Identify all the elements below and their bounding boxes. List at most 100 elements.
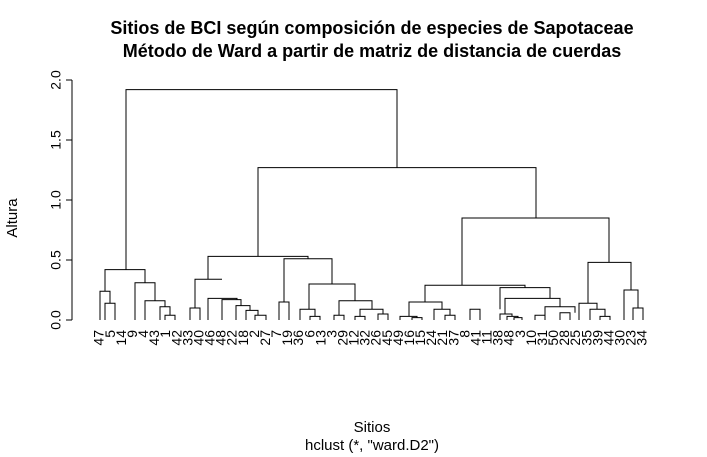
leaf-label: 16 bbox=[401, 330, 417, 346]
leaf-label: 5 bbox=[102, 330, 118, 338]
dendrogram-merge bbox=[433, 308, 451, 320]
dendrogram-merge bbox=[578, 302, 598, 320]
dendrogram-merge bbox=[333, 314, 345, 320]
leaf-label: 40 bbox=[190, 330, 206, 346]
dendrogram-tree bbox=[99, 89, 644, 320]
leaf-label: 19 bbox=[279, 330, 295, 346]
leaf-label: 48 bbox=[501, 330, 517, 346]
dendrogram-merge bbox=[632, 307, 644, 320]
leaf-label: 3 bbox=[323, 330, 339, 338]
leaf-label: 42 bbox=[168, 330, 184, 346]
y-tick-label: 0.0 bbox=[48, 310, 64, 330]
dendrogram-merge bbox=[104, 269, 146, 292]
dendrogram-merge bbox=[534, 314, 546, 320]
dendrogram-merge bbox=[254, 314, 267, 320]
leaf-label: 47 bbox=[91, 330, 107, 346]
y-tick-label: 0.5 bbox=[48, 250, 64, 270]
y-axis-label: Altura bbox=[4, 198, 21, 238]
dendrogram-merge bbox=[513, 317, 523, 320]
leaf-label: 39 bbox=[589, 330, 605, 346]
dendrogram-merge bbox=[377, 313, 389, 320]
dendrogram-merge bbox=[544, 306, 576, 316]
dendrogram-merge bbox=[623, 289, 639, 320]
leaf-label: 12 bbox=[346, 330, 362, 346]
dendrogram-merge bbox=[144, 300, 166, 320]
dendrogram-merge bbox=[221, 299, 242, 320]
leaf-label: 10 bbox=[523, 330, 539, 346]
leaf-label: 3 bbox=[512, 330, 528, 338]
dendrogram-merge bbox=[408, 301, 443, 317]
y-tick-label: 2.0 bbox=[48, 70, 64, 90]
leaf-label: 35 bbox=[578, 330, 594, 346]
leaf-label: 38 bbox=[490, 330, 506, 346]
dendrogram-merge bbox=[125, 89, 398, 270]
dendrogram-merge bbox=[599, 315, 611, 320]
dendrogram-merge bbox=[104, 302, 116, 320]
dendrogram-merge bbox=[134, 282, 156, 320]
leaf-label: 45 bbox=[379, 330, 395, 346]
leaf-label: 4 bbox=[135, 330, 151, 338]
leaf-label: 30 bbox=[612, 330, 628, 346]
leaf-label: 36 bbox=[290, 330, 306, 346]
leaf-label: 48 bbox=[213, 330, 229, 346]
y-tick-label: 1.5 bbox=[48, 130, 64, 150]
x-axis-label: Sitios bbox=[354, 419, 391, 436]
leaf-label: 33 bbox=[179, 330, 195, 346]
dendrogram-merge bbox=[235, 305, 251, 320]
dendrogram-merge bbox=[245, 309, 259, 320]
leaf-label: 25 bbox=[567, 330, 583, 346]
leaf-label: 37 bbox=[445, 330, 461, 346]
leaf-label: 43 bbox=[146, 330, 162, 346]
dendrogram-merge bbox=[257, 167, 537, 257]
leaf-label: 11 bbox=[479, 330, 495, 345]
leaf-labels: 4751494431423340464822182277193661332912… bbox=[91, 330, 650, 346]
y-axis: 0.0 0.5 1.0 1.5 2.0 bbox=[48, 70, 73, 330]
dendrogram-merge bbox=[283, 258, 333, 302]
dendrogram-merge bbox=[194, 278, 222, 308]
leaf-label: 50 bbox=[545, 330, 561, 346]
leaf-label: 34 bbox=[634, 330, 650, 346]
leaf-label: 13 bbox=[312, 330, 328, 346]
dendrogram-merge bbox=[309, 315, 321, 320]
leaf-label: 26 bbox=[368, 330, 384, 346]
dendrogram-merge bbox=[499, 287, 551, 310]
leaf-label: 2 bbox=[246, 330, 262, 338]
dendrogram-merge bbox=[506, 315, 519, 320]
method-sublabel: hclust (*, "ward.D2") bbox=[305, 437, 439, 454]
dendrogram-merge bbox=[207, 255, 309, 280]
leaf-label: 21 bbox=[434, 330, 450, 346]
dendrogram-merge bbox=[559, 312, 571, 320]
leaf-label: 22 bbox=[224, 330, 240, 346]
leaf-label: 8 bbox=[456, 330, 472, 338]
leaf-label: 1 bbox=[157, 330, 173, 338]
y-tick-label: 1.0 bbox=[48, 190, 64, 210]
leaf-label: 15 bbox=[412, 330, 428, 346]
dendrogram-merge bbox=[299, 308, 316, 320]
dendrogram-merge bbox=[354, 315, 366, 320]
leaf-label: 23 bbox=[623, 330, 639, 346]
dendrogram-merge bbox=[461, 217, 610, 286]
leaf-label: 14 bbox=[113, 330, 129, 346]
leaf-label: 18 bbox=[235, 330, 251, 346]
leaf-label: 24 bbox=[423, 330, 439, 346]
chart-title-line-1: Sitios de BCI según composición de espec… bbox=[110, 18, 633, 38]
leaf-label: 32 bbox=[357, 330, 373, 346]
leaf-label: 46 bbox=[202, 330, 218, 346]
dendrogram-merge bbox=[99, 290, 111, 320]
leaf-label: 28 bbox=[556, 330, 572, 346]
leaf-label: 41 bbox=[467, 330, 483, 346]
leaf-label: 6 bbox=[301, 330, 317, 338]
leaf-label: 29 bbox=[334, 330, 350, 346]
dendrogram-merge bbox=[338, 300, 373, 316]
dendrogram-merge bbox=[499, 313, 513, 320]
dendrogram-merge bbox=[589, 308, 606, 320]
dendrogram-merge bbox=[164, 314, 176, 320]
leaf-label: 49 bbox=[390, 330, 406, 346]
leaf-label: 31 bbox=[534, 330, 550, 346]
leaf-label: 9 bbox=[124, 330, 140, 338]
dendrogram-merge bbox=[189, 307, 201, 320]
dendrogram-merge bbox=[424, 284, 526, 302]
dendrogram-merge bbox=[399, 315, 418, 320]
dendrogram-merge bbox=[207, 297, 238, 320]
